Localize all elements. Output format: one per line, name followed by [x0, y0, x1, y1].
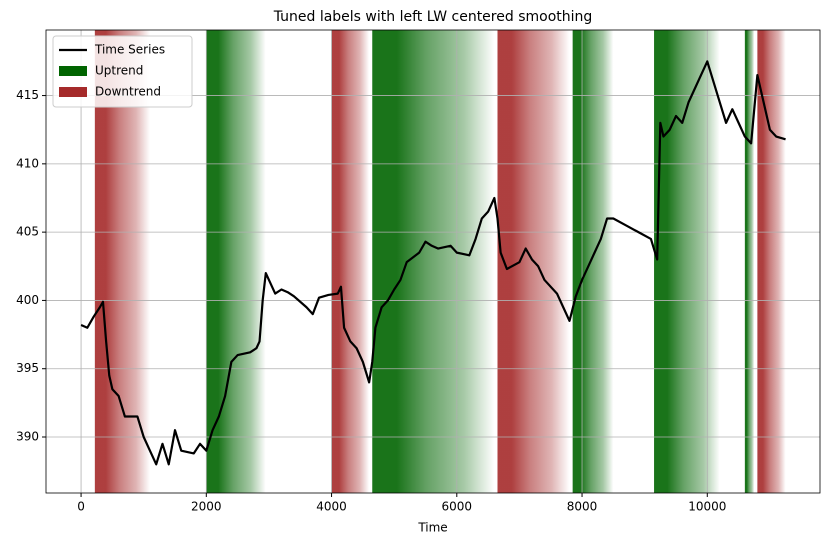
x-tick-label: 8000 [567, 500, 598, 514]
x-axis-label: Time [417, 521, 447, 535]
x-tick-label: 10000 [688, 500, 726, 514]
legend-patch [59, 87, 87, 97]
series-line [80, 60, 786, 466]
y-tick-label: 405 [16, 225, 39, 239]
trend-region [572, 30, 614, 493]
trend-region [331, 30, 370, 493]
plot-frame [45, 29, 821, 494]
x-tick-label: 0 [77, 500, 85, 514]
y-tick-label: 395 [16, 361, 39, 375]
trend-region [757, 30, 786, 493]
legend-box [52, 35, 193, 108]
y-tick-label: 410 [16, 156, 39, 170]
chart-title: Tuned labels with left LW centered smoot… [273, 9, 593, 25]
x-tick-label: 6000 [442, 500, 473, 514]
legend-patch [59, 66, 87, 76]
legend-label: Downtrend [95, 85, 161, 99]
trend-region [372, 30, 495, 493]
x-tick-label: 2000 [191, 500, 222, 514]
trend-region [654, 30, 720, 493]
trend-region [744, 30, 755, 493]
legend-label: Uptrend [95, 64, 143, 78]
y-tick-label: 415 [16, 88, 39, 102]
x-tick-label: 4000 [316, 500, 347, 514]
trend-region [206, 30, 266, 493]
legend-label: Time Series [94, 43, 165, 57]
y-tick-label: 390 [16, 430, 39, 444]
y-tick-label: 400 [16, 293, 39, 307]
